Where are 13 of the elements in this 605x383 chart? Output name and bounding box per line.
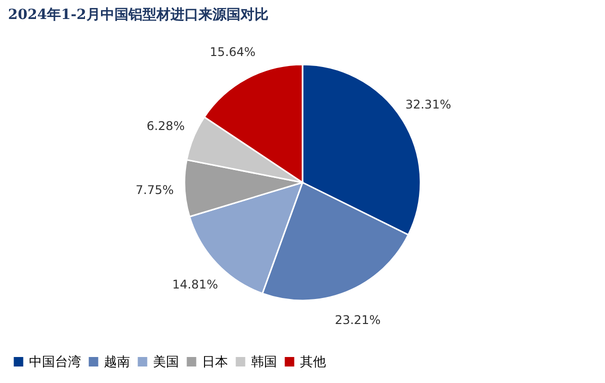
legend-label: 其他 bbox=[300, 354, 326, 370]
data-label: 6.28% bbox=[146, 119, 185, 134]
legend-label: 日本 bbox=[202, 354, 228, 370]
legend-label: 越南 bbox=[104, 354, 130, 370]
data-label: 15.64% bbox=[210, 45, 256, 60]
legend-label: 韩国 bbox=[251, 354, 277, 370]
legend-label: 中国台湾 bbox=[29, 354, 81, 370]
chart-title: 2024年1-2月中国铝型材进口来源国对比 bbox=[8, 7, 268, 23]
data-label: 32.31% bbox=[405, 97, 452, 112]
data-label: 14.81% bbox=[172, 277, 218, 292]
data-label: 7.75% bbox=[136, 182, 174, 197]
legend-label: 美国 bbox=[153, 354, 179, 370]
data-label: 23.21% bbox=[334, 312, 381, 327]
